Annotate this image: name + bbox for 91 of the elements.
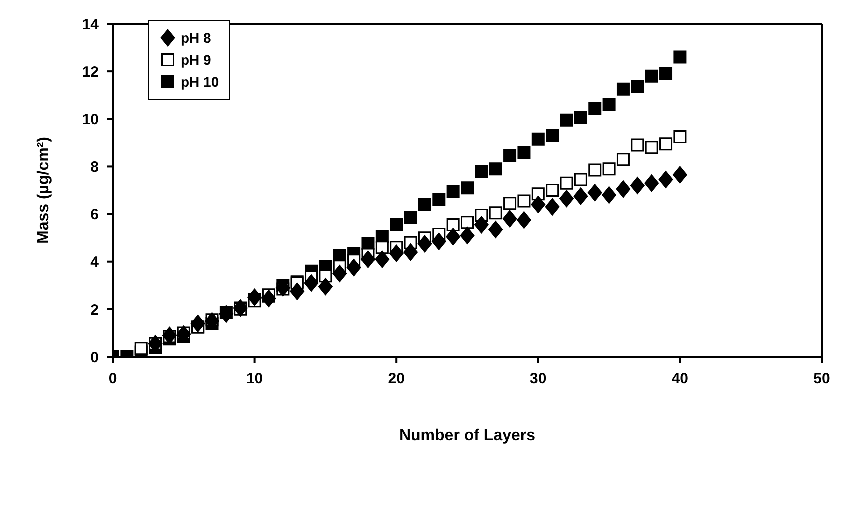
- point: [574, 111, 588, 124]
- point: [446, 218, 460, 232]
- point: [504, 150, 517, 163]
- point: [602, 162, 616, 176]
- point: [644, 174, 660, 192]
- point: [502, 210, 518, 228]
- point: [588, 164, 602, 177]
- point: [432, 232, 446, 250]
- point: [474, 216, 489, 234]
- y-tick-label: 4: [90, 254, 100, 272]
- point: [574, 188, 588, 206]
- point: [658, 171, 674, 189]
- point: [532, 132, 545, 146]
- point: [205, 312, 220, 330]
- point: [489, 162, 502, 176]
- point: [602, 186, 617, 204]
- point: [545, 198, 560, 216]
- point: [660, 138, 673, 151]
- point: [674, 50, 687, 64]
- x-axis-title: Number of Layers: [399, 427, 536, 444]
- point: [475, 164, 488, 178]
- point: [276, 279, 290, 297]
- point: [461, 182, 474, 195]
- point: [616, 153, 630, 166]
- x-tick-label: 20: [388, 370, 405, 388]
- point: [645, 141, 658, 154]
- point: [304, 274, 319, 292]
- y-tick-label: 0: [90, 349, 99, 366]
- x-tick-label: 40: [672, 370, 689, 388]
- legend-label: pH 8: [181, 30, 212, 46]
- point: [616, 82, 630, 96]
- y-tick-label: 2: [90, 302, 99, 319]
- point: [446, 185, 460, 198]
- point: [616, 180, 631, 198]
- point: [446, 228, 461, 246]
- point: [361, 250, 376, 268]
- point: [645, 70, 658, 83]
- point: [588, 102, 602, 115]
- point: [630, 177, 645, 194]
- point: [489, 206, 502, 220]
- y-axis-title: Mass (µg/cm²): [36, 136, 53, 244]
- point: [588, 184, 602, 202]
- x-tick-label: 50: [814, 370, 830, 388]
- point: [518, 194, 531, 208]
- point: [631, 138, 644, 152]
- point: [546, 184, 560, 197]
- point: [390, 218, 404, 232]
- point: [560, 114, 574, 127]
- x-tick-label: 10: [246, 370, 264, 388]
- point: [404, 211, 418, 224]
- x-tick-label: 30: [530, 370, 547, 388]
- point: [602, 98, 616, 112]
- legend-label: pH 9: [181, 52, 212, 68]
- point: [318, 278, 333, 296]
- point: [518, 146, 531, 159]
- y-tick-label: 10: [82, 111, 99, 128]
- x-tick-label: 0: [108, 370, 118, 388]
- point: [290, 282, 305, 300]
- point: [674, 130, 687, 144]
- point: [219, 305, 234, 323]
- y-tick-label: 14: [82, 16, 100, 34]
- point: [516, 212, 532, 229]
- y-tick-label: 6: [90, 206, 99, 224]
- point: [134, 342, 148, 356]
- point: [460, 226, 475, 244]
- point: [531, 196, 546, 214]
- point: [560, 190, 574, 208]
- point: [389, 244, 404, 262]
- point: [560, 176, 574, 190]
- point: [418, 235, 432, 253]
- point: [375, 250, 390, 268]
- point: [672, 166, 688, 184]
- point: [488, 221, 504, 238]
- point: [631, 80, 644, 94]
- point: [504, 197, 517, 210]
- point: [660, 67, 673, 80]
- point: [332, 265, 348, 282]
- point: [546, 129, 560, 142]
- y-tick-label: 8: [90, 159, 99, 176]
- point: [461, 216, 474, 230]
- point: [262, 290, 276, 308]
- point: [432, 194, 446, 207]
- y-tick-label: 12: [82, 64, 99, 81]
- point: [248, 288, 262, 306]
- point: [418, 198, 432, 212]
- point: [574, 173, 588, 186]
- point: [176, 326, 192, 344]
- point: [404, 244, 418, 262]
- point: [190, 314, 206, 332]
- point: [346, 259, 362, 277]
- legend-label: pH 10: [181, 74, 220, 90]
